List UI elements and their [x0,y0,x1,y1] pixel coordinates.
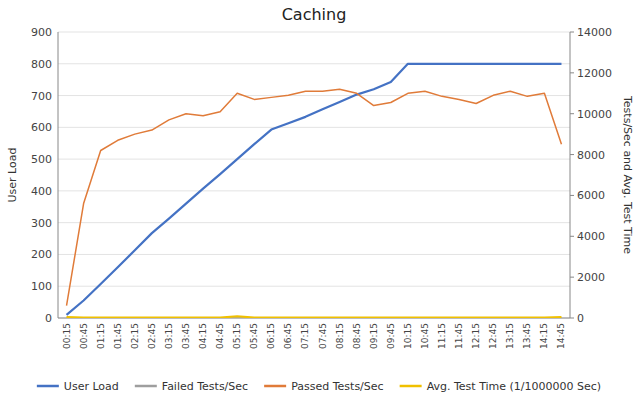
y2-axis-title: Tests/Sec and Avg. Test Time [621,95,634,254]
x-tick-label: 14:45 [556,323,566,349]
y2-tick-label: 6000 [577,189,605,202]
grid-line [58,159,570,160]
grid-line [58,127,570,128]
y-tick-label: 400 [31,185,52,198]
legend-swatch [135,385,157,388]
x-tick-label: 04:45 [215,323,225,349]
grid-line [58,190,570,191]
grid-line [58,286,570,287]
y2-tick-label: 2000 [577,271,605,284]
x-tick-label: 07:15 [300,323,310,349]
y-tick-label: 500 [31,153,52,166]
x-tick-label: 01:45 [113,323,123,349]
y-tick-label: 800 [31,58,52,71]
legend-item: Passed Tests/Sec [264,380,384,393]
x-tick-label: 01:15 [96,323,106,349]
x-tick-label: 09:45 [386,323,396,349]
x-tick-label: 03:15 [164,323,174,349]
series-line [67,316,562,317]
x-tick-label: 00:15 [62,323,72,349]
legend-label: User Load [64,380,119,393]
x-tick-label: 08:15 [335,323,345,349]
grid-line [58,222,570,223]
x-tick-label: 12:15 [471,323,481,349]
legend-swatch [400,385,422,388]
y2-tick [570,277,574,278]
y2-tick-label: 14000 [577,26,612,39]
legend-label: Failed Tests/Sec [162,380,248,393]
series-line [67,64,562,315]
y-tick-label: 600 [31,121,52,134]
y-axis-title: User Load [6,148,19,203]
x-tick-label: 13:45 [522,323,532,349]
y2-tick [570,318,574,319]
y2-tick-label: 12000 [577,67,612,80]
x-tick-label: 02:15 [130,323,140,349]
x-tick-label: 09:15 [369,323,379,349]
legend-swatch [264,385,286,388]
y-tick-label: 0 [45,312,52,325]
plot-area [67,64,562,318]
series-line [67,89,562,306]
series-line [67,317,562,318]
legend-item: Failed Tests/Sec [135,380,248,393]
grid-line [58,32,570,33]
y2-tick [570,154,574,155]
y2-tick [570,113,574,114]
x-tick-label: 00:45 [79,323,89,349]
x-tick-label: 11:15 [437,323,447,349]
y2-tick-label: 8000 [577,149,605,162]
x-tick-label: 14:15 [539,323,549,349]
x-tick-label: 05:15 [232,323,242,349]
y-tick-label: 700 [31,90,52,103]
legend: User Load Failed Tests/Sec Passed Tests/Se… [37,380,601,393]
y2-tick [570,72,574,73]
legend-label: Avg. Test Time (1/1000000 Sec) [427,380,602,393]
x-tick-label: 05:45 [249,323,259,349]
y2-tick-label: 0 [577,312,584,325]
x-tick-label: 04:15 [198,323,208,349]
y-axis [58,32,59,318]
y-tick-label: 900 [31,26,52,39]
legend-item: User Load [37,380,119,393]
chart: 0 100 200 300 400 500 600 700 800 900 0 2000 4000 600… [0,0,638,400]
grid-line [58,254,570,255]
x-tick-label: 08:45 [352,323,362,349]
x-tick-label: 02:45 [147,323,157,349]
x-tick-label: 06:45 [283,323,293,349]
y2-tick [570,195,574,196]
y2-axis [570,32,571,318]
y-tick-label: 100 [31,280,52,293]
x-tick-label: 10:45 [420,323,430,349]
y-tick-label: 200 [31,248,52,261]
x-tick-label: 06:15 [266,323,276,349]
background [0,0,638,400]
y2-tick [570,236,574,237]
legend-label: Passed Tests/Sec [291,380,384,393]
y2-tick-label: 10000 [577,108,612,121]
legend-swatch [37,385,59,388]
y2-tick-label: 4000 [577,230,605,243]
legend-item: Avg. Test Time (1/1000000 Sec) [400,380,602,393]
y-tick-label: 300 [31,217,52,230]
x-tick-label: 10:15 [403,323,413,349]
y2-tick [570,32,574,33]
x-tick-label: 13:15 [505,323,515,349]
x-tick-label: 12:45 [488,323,498,349]
title: Caching [282,5,347,24]
x-tick-label: 03:45 [181,323,191,349]
x-tick-label: 11:45 [454,323,464,349]
x-tick-label: 07:45 [318,323,328,349]
